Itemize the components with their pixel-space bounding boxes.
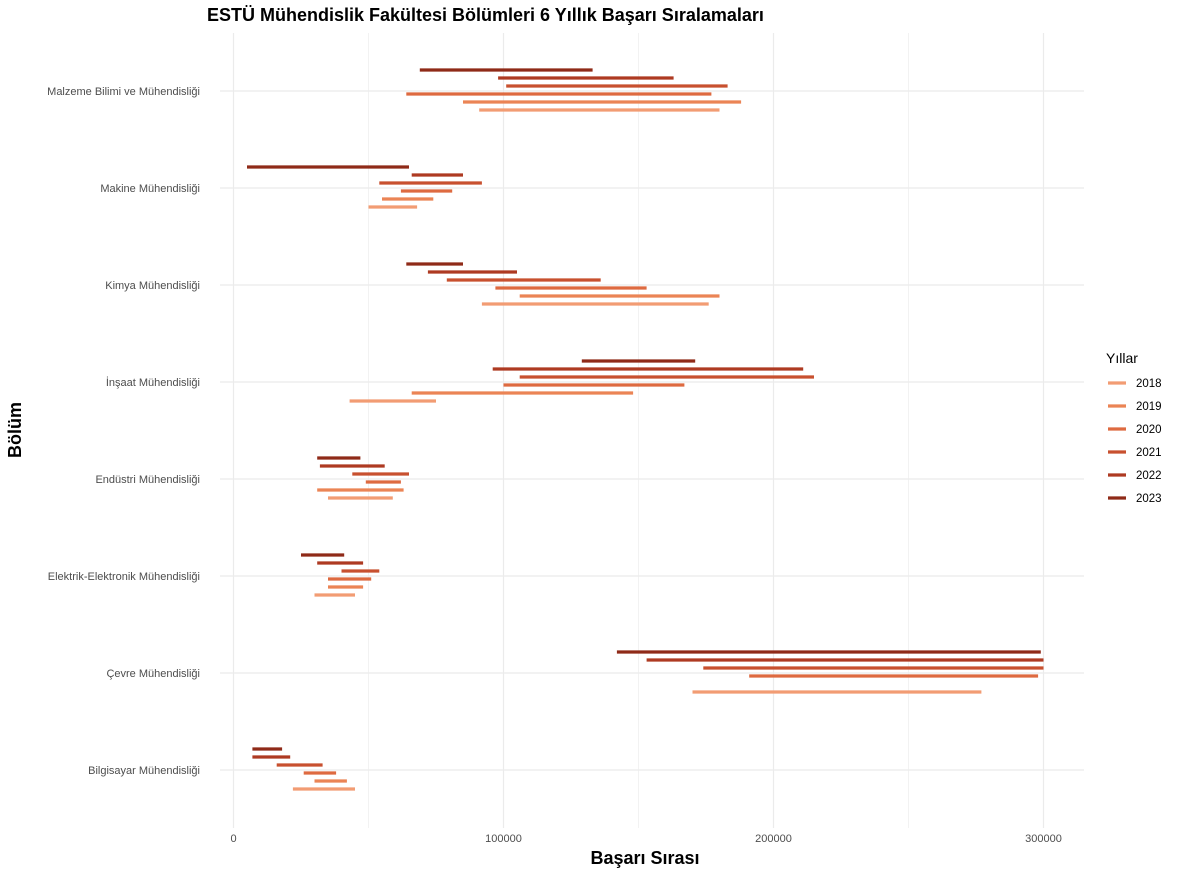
y-tick-label: Elektrik-Elektronik Mühendisliği [48,571,200,583]
x-tick-label: 200000 [755,833,792,845]
legend-items: 2018 2019 2020 2021 2022 2023 [1108,378,1162,505]
x-tick-label: 300000 [1025,833,1062,845]
y-axis-title: Bölüm [5,402,25,458]
legend-label: 2021 [1136,447,1162,459]
y-tick-label: Kimya Mühendisliği [105,280,200,292]
major-gridlines [220,33,1084,828]
range-bars [247,68,1044,791]
legend-label: 2018 [1136,378,1162,390]
y-tick-label: Makine Mühendisliği [100,183,200,195]
y-tick-label: Bilgisayar Mühendisliği [88,765,200,777]
legend-label: 2022 [1136,470,1162,482]
y-tick-label: Malzeme Bilimi ve Mühendisliği [47,86,200,98]
minor-gridlines [368,33,909,828]
y-tick-label: Endüstri Mühendisliği [95,474,200,486]
x-axis-tick-labels: 0 100000 200000 300000 [230,833,1061,845]
legend: Yıllar 2018 2019 2020 2021 2022 2023 [1106,350,1162,505]
y-axis-tick-labels: Malzeme Bilimi ve Mühendisliği Makine Müh… [47,86,200,777]
x-axis-title: Başarı Sırası [590,848,699,868]
legend-label: 2023 [1136,493,1162,505]
x-tick-label: 100000 [485,833,522,845]
legend-title: Yıllar [1106,350,1138,366]
y-tick-label: Çevre Mühendisliği [106,668,200,680]
legend-label: 2020 [1136,424,1162,436]
chart-title: ESTÜ Mühendislik Fakültesi Bölümleri 6 Y… [207,5,764,25]
y-tick-label: İnşaat Mühendisliği [106,376,200,389]
legend-label: 2019 [1136,401,1162,413]
x-tick-label: 0 [230,833,236,845]
